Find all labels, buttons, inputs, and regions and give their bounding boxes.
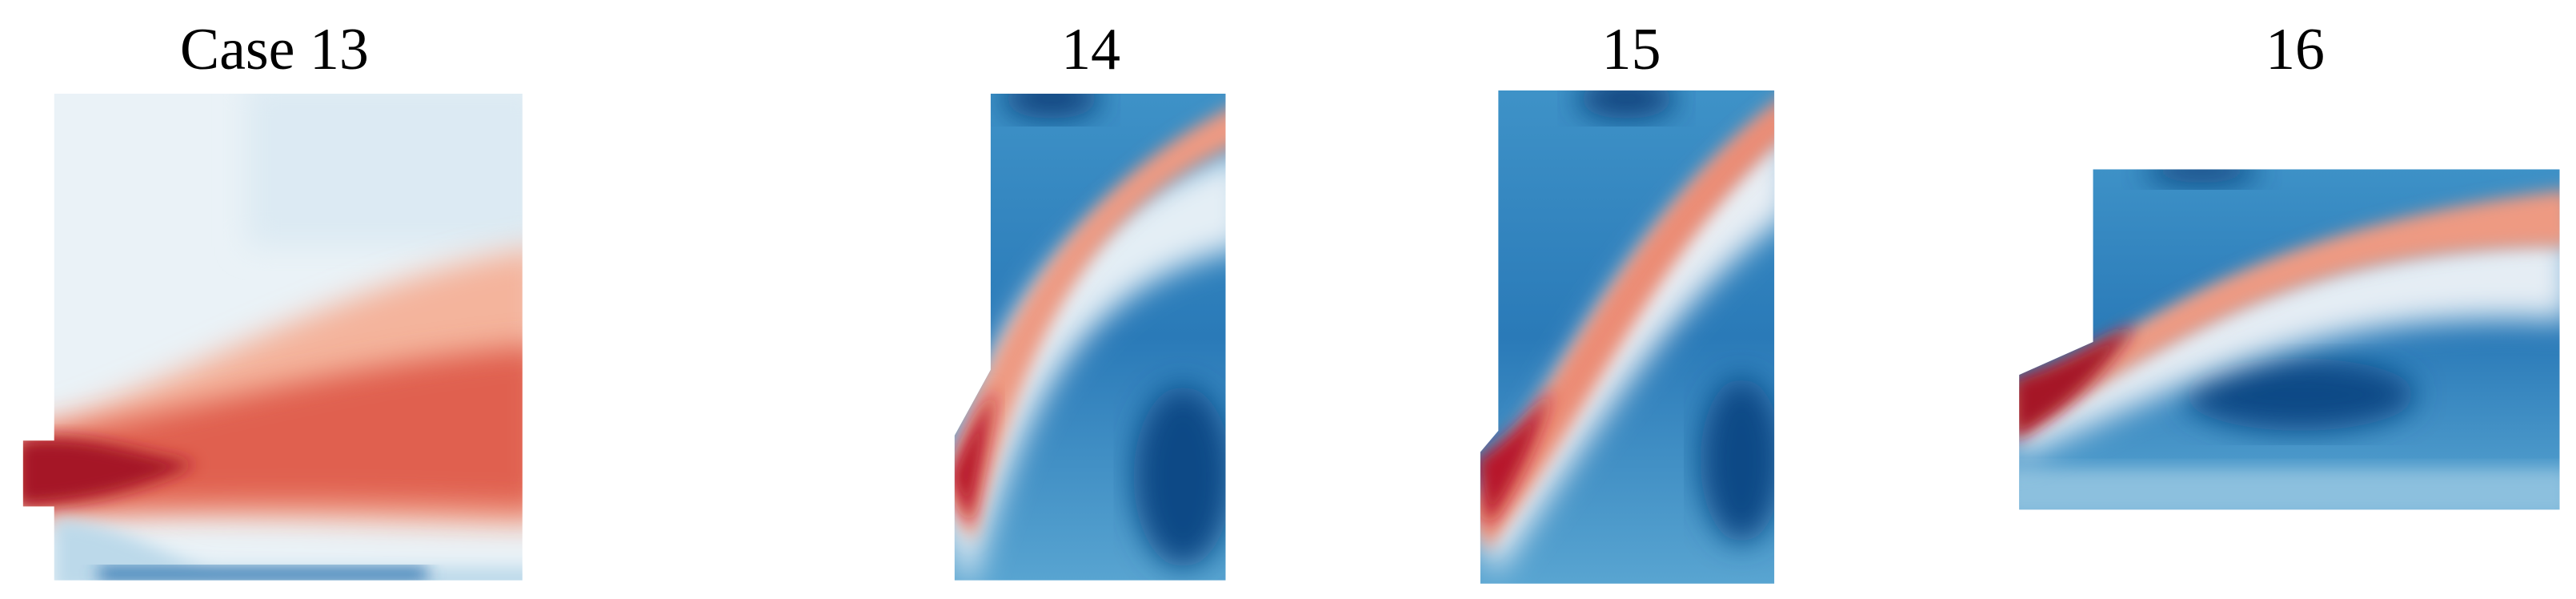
panel-title: 16 — [2266, 16, 2325, 82]
field-case-15 — [1480, 90, 1775, 584]
field-case-14 — [954, 94, 1226, 581]
panel-title: 15 — [1602, 16, 1661, 82]
panel-title: Case 13 — [180, 16, 369, 82]
panels: Case 13 14 15 16 — [22, 16, 2560, 584]
field-case-16 — [2019, 169, 2560, 510]
panel-title: 14 — [1061, 16, 1120, 82]
field-case-13 — [22, 94, 523, 581]
